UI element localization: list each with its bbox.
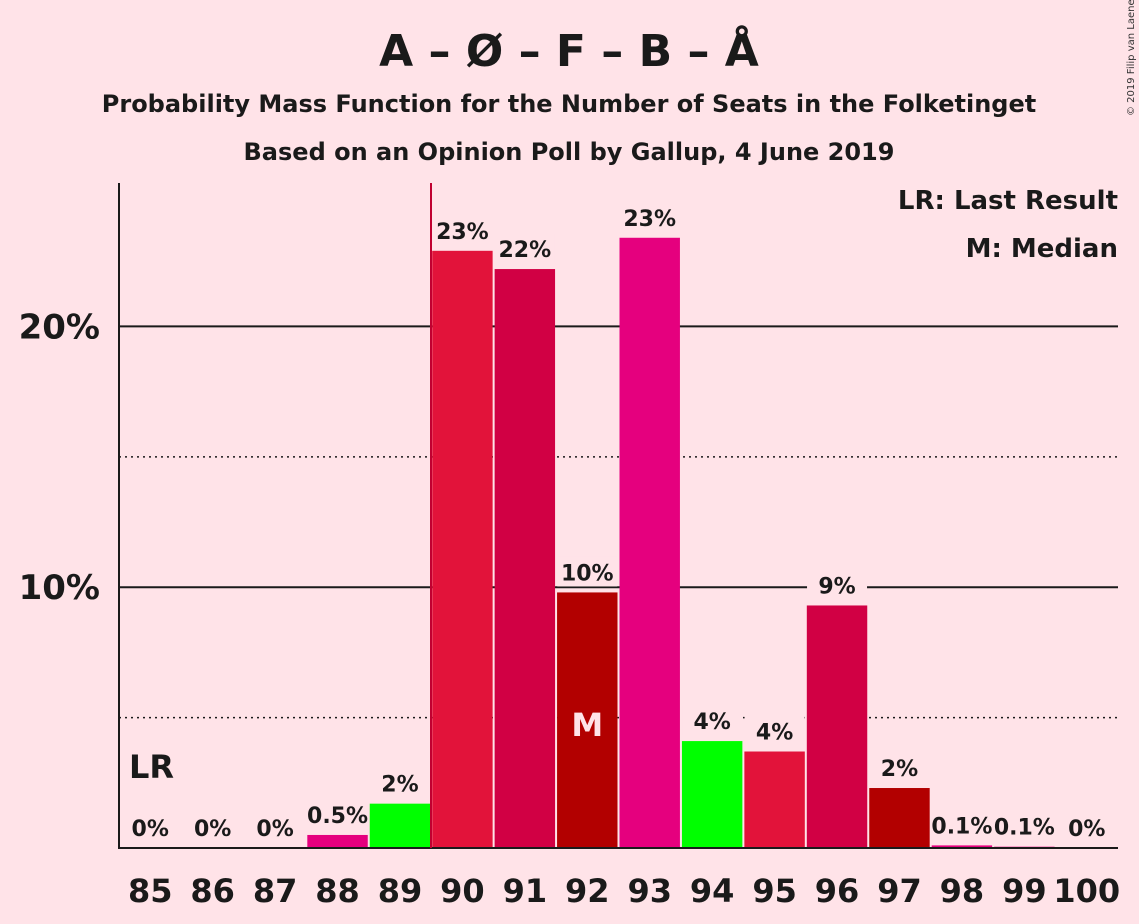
- data-label: 2%: [881, 757, 918, 782]
- x-tick-labels: 85 86 87 88 89 90 91 92 93 94 95 96 97 98 99 100: [128, 872, 1120, 910]
- data-label-background: [494, 233, 555, 264]
- data-label-background: [744, 715, 805, 746]
- bar: [619, 237, 680, 848]
- data-label: 23%: [623, 207, 676, 232]
- x-tick-label: 89: [378, 872, 423, 910]
- data-label: 9%: [818, 574, 855, 599]
- bar: [494, 269, 556, 848]
- x-tick-label: 100: [1053, 872, 1120, 910]
- data-label: 4%: [756, 721, 793, 746]
- y-tick-labels: 10% 20%: [19, 307, 100, 608]
- data-label-background: [557, 556, 618, 587]
- x-tick-label: 99: [1002, 872, 1047, 910]
- data-label: 23%: [436, 220, 489, 245]
- bars: [307, 237, 1055, 848]
- bar: [931, 845, 993, 848]
- x-tick-label: 86: [190, 872, 235, 910]
- chart-title: A – Ø – F – B – Å: [379, 24, 759, 77]
- data-label-background: [807, 569, 868, 600]
- data-label: 0.1%: [931, 814, 992, 839]
- x-tick-label: 85: [128, 872, 173, 910]
- chart-subtitle-1: Probability Mass Function for the Number…: [102, 90, 1036, 118]
- x-tick-label: 87: [253, 872, 298, 910]
- bar: [744, 751, 805, 848]
- bar: [369, 803, 431, 848]
- bar: [869, 788, 930, 848]
- data-label: 22%: [499, 238, 552, 263]
- median-marker: M: [571, 706, 603, 744]
- data-label: 0%: [194, 817, 231, 842]
- x-tick-label: 92: [565, 872, 610, 910]
- data-label: 0%: [256, 817, 293, 842]
- data-label-background: [369, 767, 430, 798]
- bar: [557, 592, 618, 848]
- x-tick-label: 98: [940, 872, 985, 910]
- data-label-background: [869, 752, 930, 783]
- data-label-background: [432, 214, 493, 245]
- bar: [681, 741, 743, 848]
- data-label: 0%: [132, 817, 169, 842]
- bar: [806, 605, 868, 848]
- x-tick-label: 96: [815, 872, 860, 910]
- gridlines: [119, 325, 1118, 719]
- data-label: 0.1%: [994, 816, 1055, 841]
- data-label: 4%: [693, 710, 730, 735]
- data-label: 10%: [561, 561, 614, 586]
- last-result-marker: LR: [129, 748, 174, 786]
- data-label: 2%: [381, 773, 418, 798]
- x-tick-label: 93: [627, 872, 672, 910]
- legend-last-result: LR: Last Result: [898, 186, 1118, 216]
- y-tick-label: 10%: [19, 568, 100, 608]
- x-tick-label: 95: [752, 872, 797, 910]
- data-label: 0%: [1068, 817, 1105, 842]
- x-tick-label: 97: [877, 872, 922, 910]
- bar: [432, 250, 493, 848]
- data-labels: 0% 0% 0% 0.5% 2% 23% 22% 10% 23% 4% 4% 9% 2% 0.1% 0.1%…: [132, 201, 1105, 842]
- data-label: 0.5%: [307, 804, 368, 829]
- y-tick-label: 20%: [19, 307, 100, 347]
- x-tick-label: 90: [440, 872, 485, 910]
- copyright: © 2019 Filip van Laenen: [1126, 0, 1137, 116]
- data-label-background: [619, 201, 680, 232]
- bar: [307, 834, 368, 848]
- legend-median: M: Median: [966, 234, 1118, 264]
- data-label-background: [682, 705, 743, 736]
- x-tick-label: 91: [503, 872, 548, 910]
- chart-subtitle-2: Based on an Opinion Poll by Gallup, 4 Ju…: [244, 138, 895, 166]
- x-tick-label: 94: [690, 872, 735, 910]
- x-tick-label: 88: [315, 872, 360, 910]
